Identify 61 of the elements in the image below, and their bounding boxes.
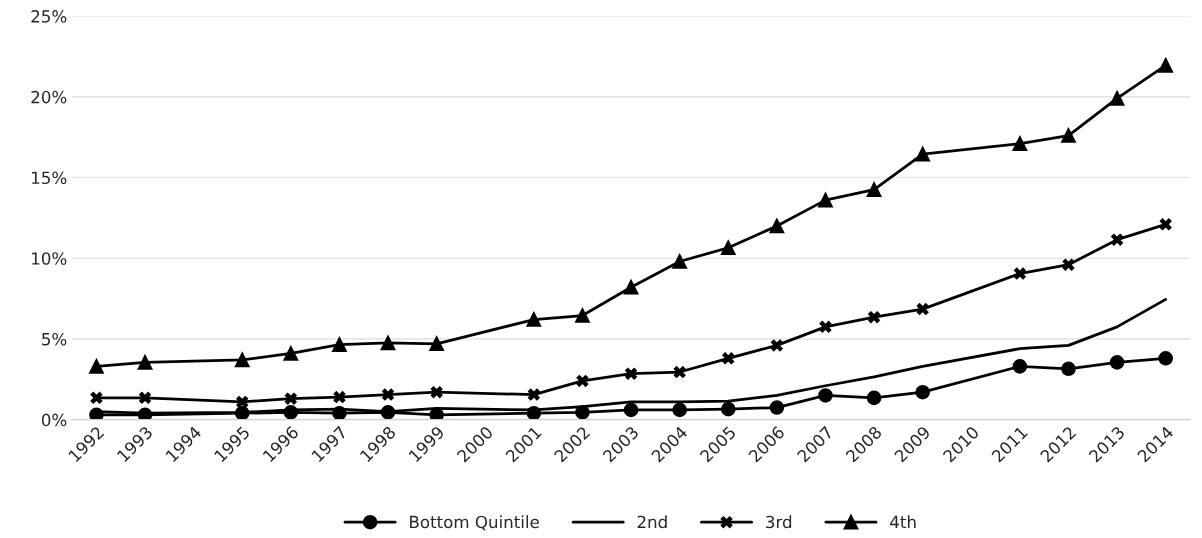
point — [818, 192, 833, 208]
point — [866, 390, 882, 406]
point — [1012, 136, 1028, 151]
point — [1013, 267, 1027, 280]
point — [722, 352, 735, 365]
point — [575, 308, 590, 323]
point — [770, 339, 784, 352]
point — [1110, 233, 1124, 246]
legend-label: 3rd — [766, 515, 792, 529]
point — [1159, 218, 1172, 231]
point — [284, 392, 298, 405]
point — [720, 240, 736, 256]
point — [1062, 258, 1075, 271]
point — [623, 402, 639, 418]
point — [624, 367, 638, 380]
point — [867, 310, 881, 324]
legend-label: Bottom Quintile — [410, 515, 539, 531]
point — [672, 254, 687, 269]
point — [1158, 351, 1173, 366]
point — [283, 346, 299, 361]
point — [720, 401, 736, 417]
point — [672, 402, 687, 418]
point — [138, 391, 152, 405]
point — [381, 388, 395, 401]
point — [333, 390, 346, 404]
point — [866, 182, 882, 197]
point — [527, 388, 541, 401]
point — [1061, 361, 1076, 377]
point — [769, 400, 785, 415]
y-tick-label: 25% — [31, 10, 67, 23]
point — [673, 365, 686, 379]
point — [1109, 355, 1125, 370]
point — [526, 312, 542, 327]
point — [1061, 128, 1076, 143]
y-tick-label: 0% — [41, 413, 67, 427]
point — [235, 395, 249, 409]
point — [915, 146, 930, 162]
point — [623, 280, 639, 295]
point — [576, 374, 589, 388]
y-tick-label: 15% — [32, 171, 67, 185]
point — [1012, 359, 1028, 374]
point — [916, 302, 929, 316]
point — [89, 359, 104, 374]
y-tick-label: 20% — [31, 90, 67, 104]
legend-label: 4th — [890, 515, 916, 528]
point — [90, 391, 103, 405]
point — [818, 388, 833, 403]
point — [915, 384, 930, 400]
point — [819, 320, 832, 334]
point — [234, 352, 250, 368]
point — [429, 336, 444, 352]
point — [430, 385, 443, 399]
legend-label: 2nd — [637, 515, 667, 529]
point — [137, 355, 153, 370]
y-tick-label: 10% — [32, 252, 67, 265]
point — [1109, 91, 1125, 106]
point — [332, 337, 347, 352]
point — [1158, 58, 1173, 73]
point — [769, 218, 785, 234]
point — [380, 335, 396, 351]
y-tick-label: 5% — [42, 332, 67, 346]
